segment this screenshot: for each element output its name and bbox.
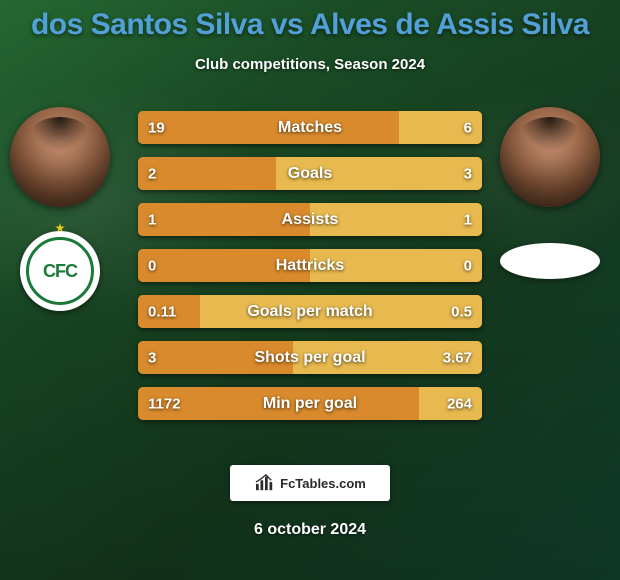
player1-club-logo: CFC [20,231,100,311]
stat-value-left: 2 [148,165,156,182]
brand-text: FcTables.com [280,476,366,491]
stat-label: Goals per match [247,303,372,321]
stat-value-left: 1172 [148,395,181,412]
subtitle: Club competitions, Season 2024 [0,56,620,73]
stat-row: 1 1 Assists [138,203,482,236]
player2-column [500,107,600,279]
stat-row: 3 3.67 Shots per goal [138,341,482,374]
stat-value-right: 6 [464,119,472,136]
stat-row: 0 0 Hattricks [138,249,482,282]
stat-bar-left [138,157,276,190]
stat-value-right: 0.5 [451,303,472,320]
player1-avatar [10,107,110,207]
brand-badge: FcTables.com [230,465,390,501]
title-player2: Alves de Assis Silva [310,8,589,41]
page-title: dos Santos Silva vs Alves de Assis Silva [0,0,620,42]
stat-value-right: 3 [464,165,472,182]
stat-row: 19 6 Matches [138,111,482,144]
stat-value-left: 0.11 [148,303,176,320]
stat-value-right: 264 [447,395,472,412]
player1-column: CFC [10,107,110,311]
stat-label: Hattricks [276,257,344,275]
title-player1: dos Santos Silva [31,8,263,41]
player2-avatar [500,107,600,207]
stat-row: 0.11 0.5 Goals per match [138,295,482,328]
stat-value-right: 1 [464,211,472,228]
stat-value-left: 19 [148,119,165,136]
stat-label: Shots per goal [254,349,365,367]
stat-value-right: 0 [464,257,472,274]
stat-value-left: 0 [148,257,156,274]
stat-label: Goals [288,165,332,183]
chart-icon [254,474,276,492]
stat-label: Matches [278,119,342,137]
comparison-area: CFC 19 6 Matches 2 3 Goals 1 1 Assists 0 0 Hattrick… [0,107,620,447]
stat-row: 1172 264 Min per goal [138,387,482,420]
infographic: dos Santos Silva vs Alves de Assis Silva… [0,0,620,580]
stat-value-right: 3.67 [443,349,472,366]
stat-value-left: 3 [148,349,156,366]
date-text: 6 october 2024 [0,521,620,539]
club-code: CFC [43,262,77,280]
title-vs: vs [271,8,303,41]
club-logo-text: CFC [43,262,77,280]
stat-rows: 19 6 Matches 2 3 Goals 1 1 Assists 0 0 Hattricks 0.1… [138,111,482,420]
stat-value-left: 1 [148,211,156,228]
stat-label: Assists [282,211,339,229]
player2-club-logo [500,243,600,279]
stat-label: Min per goal [263,395,357,413]
stat-row: 2 3 Goals [138,157,482,190]
stat-bar-left [138,111,399,144]
